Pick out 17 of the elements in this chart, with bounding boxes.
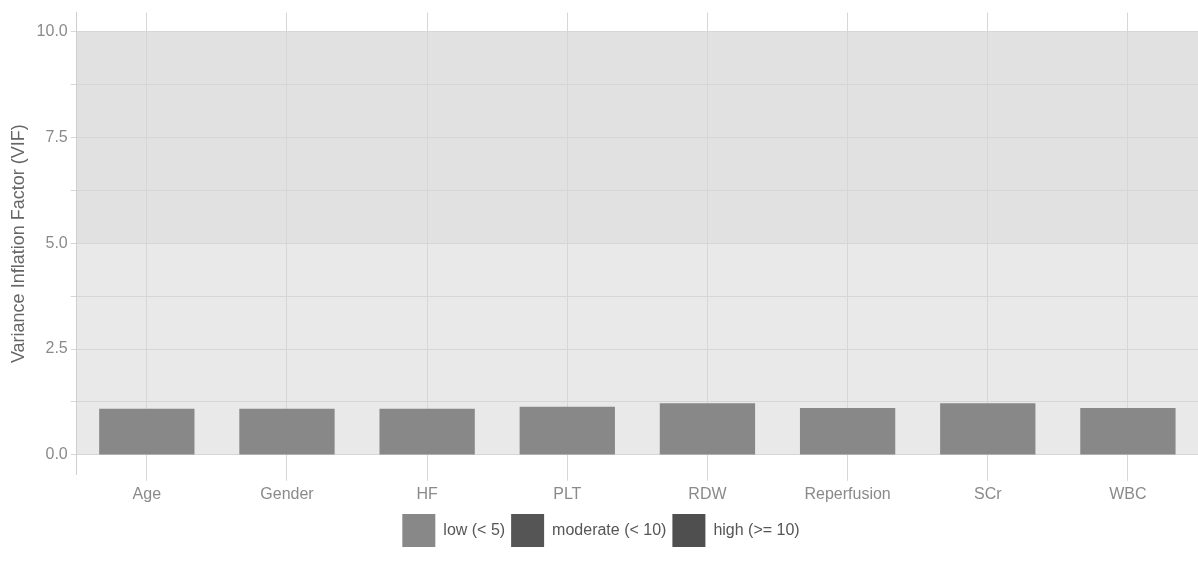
y-tick-label: 10.0 <box>36 22 68 40</box>
legend-label: moderate (< 10) <box>552 520 667 538</box>
y-tick-label: 2.5 <box>45 339 68 357</box>
x-tick-label: Gender <box>260 484 315 502</box>
y-axis-title: Variance Inflation Factor (VIF) <box>7 124 28 364</box>
x-tick-label: Age <box>132 484 162 502</box>
x-tick-label: PLT <box>553 484 582 502</box>
legend-label: high (>= 10) <box>713 520 800 538</box>
x-tick-label: WBC <box>1109 484 1147 502</box>
x-tick-label: SCr <box>973 484 1003 502</box>
x-tick-label: HF <box>416 484 439 502</box>
x-tick-label: RDW <box>688 484 728 502</box>
legend-label: low (< 5) <box>443 520 506 538</box>
x-tick-label: Reperfusion <box>804 484 891 502</box>
y-tick-label: 0.0 <box>45 445 68 463</box>
y-tick-label: 5.0 <box>45 233 68 251</box>
y-tick-label: 7.5 <box>45 127 68 145</box>
